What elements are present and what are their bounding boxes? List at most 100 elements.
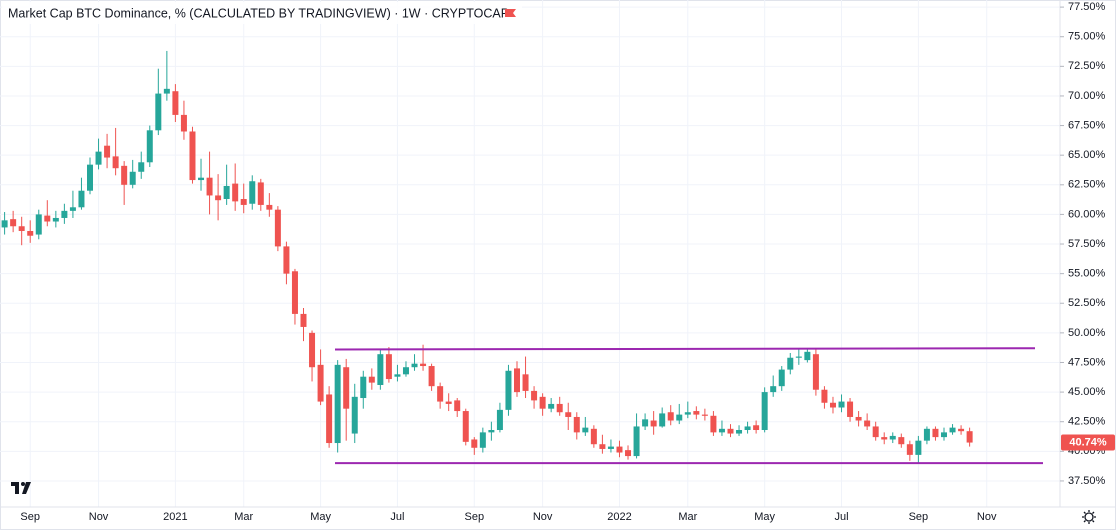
- x-tick-label: Sep: [909, 511, 929, 523]
- candle-body: [966, 431, 973, 443]
- candle-body: [291, 271, 298, 314]
- candle-body: [351, 396, 358, 434]
- candle-body: [548, 403, 555, 409]
- y-tick-label: 75.00%: [1068, 31, 1106, 43]
- x-tick-label: Jul: [390, 511, 404, 523]
- candle-body: [872, 426, 879, 438]
- candle-body: [274, 209, 281, 247]
- y-tick-label: 55.00%: [1068, 268, 1106, 280]
- candle-body: [283, 246, 290, 274]
- candle-body: [599, 444, 606, 449]
- candle-body: [146, 130, 153, 163]
- x-tick-label: Nov: [89, 511, 109, 523]
- candle-body: [189, 131, 196, 181]
- candle-body: [889, 435, 896, 440]
- candle-body: [514, 368, 520, 393]
- y-tick-label: 45.00%: [1068, 386, 1106, 398]
- candle-body: [650, 420, 657, 427]
- candle-body: [52, 217, 59, 222]
- candle-body: [368, 376, 375, 383]
- x-tick-label: May: [310, 511, 331, 523]
- y-tick-label: 72.50%: [1068, 60, 1106, 72]
- candle-body: [240, 199, 247, 205]
- x-tick-label: May: [754, 511, 775, 523]
- candle-body: [385, 354, 392, 380]
- candle-body: [479, 432, 486, 448]
- y-tick-label: 77.50%: [1068, 1, 1106, 13]
- candle-body: [616, 446, 623, 453]
- candle-body: [727, 428, 734, 434]
- candle-body: [923, 428, 930, 441]
- candle-body: [309, 332, 316, 368]
- candle-body: [881, 437, 888, 440]
- candle-body: [411, 363, 418, 368]
- flag-icon[interactable]: [505, 9, 516, 17]
- candle-body: [317, 364, 324, 402]
- candle-body: [172, 91, 179, 115]
- x-tick-label: Sep: [20, 511, 40, 523]
- candle-body: [855, 416, 862, 421]
- x-tick-label: Jul: [834, 511, 848, 523]
- candle-body: [394, 374, 401, 377]
- candle-body: [607, 446, 614, 449]
- candle-body: [565, 412, 572, 417]
- candle-body: [266, 204, 273, 210]
- candle-body: [44, 215, 51, 222]
- candle-body: [761, 392, 768, 431]
- candle-body: [249, 181, 256, 204]
- candle-body: [1, 220, 8, 228]
- candle-body: [300, 313, 307, 327]
- header-bg: [2, 2, 522, 24]
- y-tick-label: 42.50%: [1068, 416, 1106, 428]
- candle-body: [753, 425, 760, 431]
- candle-body: [180, 114, 187, 132]
- candle-body: [35, 214, 42, 235]
- candle-body: [958, 428, 965, 432]
- candle-body: [718, 428, 725, 433]
- candle-body: [334, 364, 341, 444]
- candle-body: [95, 151, 102, 165]
- candle-body: [770, 386, 777, 393]
- candle-body: [778, 369, 785, 387]
- x-tick-label: Nov: [977, 511, 997, 523]
- candle-body: [829, 402, 836, 408]
- candle-body: [420, 363, 427, 367]
- candle-body: [710, 415, 717, 433]
- y-tick-label: 50.00%: [1068, 327, 1106, 339]
- candle-body: [163, 88, 170, 94]
- candle-body: [343, 367, 350, 409]
- candle-body: [915, 440, 922, 455]
- candle-body: [744, 426, 751, 431]
- grid: [0, 0, 1060, 507]
- candle-body: [18, 226, 25, 231]
- candle-body: [112, 156, 119, 169]
- candle-body: [573, 416, 580, 433]
- candle-body: [360, 376, 367, 399]
- candle-body: [496, 409, 503, 431]
- candle-body: [642, 419, 649, 427]
- candle-body: [906, 444, 913, 455]
- candle-body: [693, 411, 700, 415]
- candle-body: [582, 427, 589, 433]
- candle-body: [471, 439, 478, 448]
- last-price-box: [1061, 434, 1115, 451]
- candle-body: [556, 403, 563, 413]
- candle-body: [437, 386, 444, 402]
- candle-body: [402, 367, 409, 375]
- candle-body: [659, 413, 666, 427]
- candle-body: [87, 164, 93, 191]
- tv-logo: [11, 482, 31, 494]
- settings-icon[interactable]: [1082, 510, 1096, 524]
- plot: [1, 50, 1043, 465]
- candle-body: [78, 190, 85, 208]
- candle-body: [941, 432, 947, 438]
- y-tick-label: 37.50%: [1068, 475, 1106, 487]
- candle-body: [462, 411, 469, 442]
- candle-body: [10, 219, 17, 227]
- candle-body: [838, 401, 845, 408]
- candle-body: [257, 182, 264, 205]
- candle-body: [326, 394, 333, 444]
- y-tick-label: 67.50%: [1068, 119, 1106, 131]
